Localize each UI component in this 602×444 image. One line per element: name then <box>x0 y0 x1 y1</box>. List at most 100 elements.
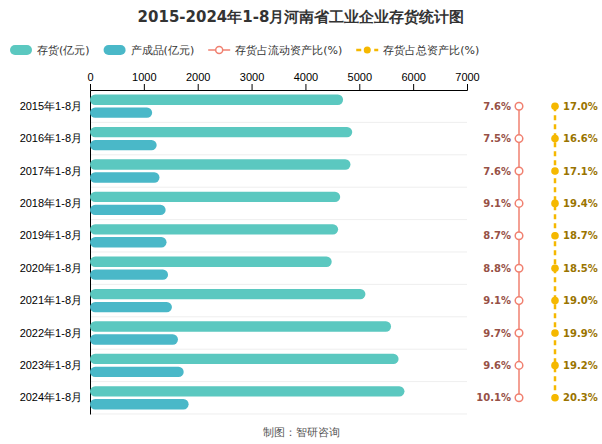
y-tick-label: 2019年1-8月 <box>20 229 82 241</box>
data-label: 10.1% <box>476 392 511 403</box>
x-tick-line <box>252 84 253 90</box>
bar <box>90 386 404 396</box>
y-tick-label: 2017年1-8月 <box>20 165 82 177</box>
percent-marker <box>515 264 523 272</box>
percent-marker <box>515 329 523 337</box>
x-tick-line <box>144 84 145 90</box>
legend-swatch <box>10 45 32 55</box>
percent-marker <box>551 394 559 402</box>
divider <box>90 414 467 415</box>
bar <box>90 367 184 377</box>
divider <box>90 316 467 317</box>
y-tick: 2020年1-8月 <box>20 262 90 274</box>
legend-item: 存货占流动资产比(%) <box>208 44 342 57</box>
bar <box>90 399 189 409</box>
data-label: 8.7% <box>483 230 511 241</box>
data-label: 9.7% <box>483 328 511 339</box>
divider <box>90 252 467 253</box>
x-tick-label: 1000 <box>132 71 156 83</box>
x-tick-label: 0 <box>87 71 93 83</box>
y-axis-line <box>90 91 91 415</box>
bar <box>90 95 343 105</box>
x-tick-label: 5000 <box>348 71 372 83</box>
legend-swatch-marker <box>216 47 223 54</box>
y-tick: 2018年1-8月 <box>20 197 90 209</box>
data-label: 19.4% <box>563 198 598 209</box>
percent-marker <box>551 102 559 110</box>
divider <box>90 187 467 188</box>
legend-label: 存货占总资产比(%) <box>383 44 479 57</box>
x-tick-line <box>467 84 468 90</box>
y-tick-label: 2023年1-8月 <box>20 359 82 371</box>
data-label: 16.6% <box>563 133 598 144</box>
legend-item: 存货(亿元) <box>10 44 90 57</box>
y-tick: 2019年1-8月 <box>20 229 90 241</box>
y-tick: 2021年1-8月 <box>20 294 90 306</box>
data-label: 9.1% <box>483 295 511 306</box>
dividers <box>90 122 467 414</box>
y-tick-label: 2022年1-8月 <box>20 327 82 339</box>
bar <box>90 334 178 344</box>
bar <box>90 302 172 312</box>
bar <box>90 192 340 202</box>
percent-marker <box>515 232 523 240</box>
data-label: 19.2% <box>563 360 598 371</box>
divider <box>90 219 467 220</box>
percent-marker <box>515 362 523 370</box>
x-tick: 1000 <box>132 71 156 90</box>
bar <box>90 224 338 234</box>
percent-marker <box>551 264 559 272</box>
data-label: 7.5% <box>483 133 511 144</box>
bar <box>90 159 350 169</box>
percent-marker <box>515 297 523 305</box>
bars <box>90 95 404 410</box>
legend-label: 产成品(亿元) <box>131 44 195 57</box>
divider <box>90 284 467 285</box>
bar <box>90 205 166 215</box>
bar <box>90 127 352 137</box>
data-label: 17.0% <box>563 101 598 112</box>
bar <box>90 354 399 364</box>
percent-marker <box>551 200 559 208</box>
bar <box>90 237 167 247</box>
data-label: 20.3% <box>563 392 598 403</box>
y-tick-label: 2016年1-8月 <box>20 132 82 144</box>
data-label: 9.1% <box>483 198 511 209</box>
x-tick-label: 4000 <box>294 71 318 83</box>
x-tick-label: 3000 <box>240 71 264 83</box>
x-tick-line <box>359 84 360 90</box>
bar <box>90 172 159 182</box>
percent-connector <box>554 106 557 398</box>
title: 2015-2024年1-8月河南省工业企业存货统计图 <box>138 8 465 26</box>
percent-marker <box>515 394 523 402</box>
x-axis-line <box>91 84 468 91</box>
data-label: 17.1% <box>563 166 598 177</box>
data-label: 18.7% <box>563 230 598 241</box>
y-tick: 2017年1-8月 <box>20 165 90 177</box>
legend-item: 存货占总资产比(%) <box>356 44 479 57</box>
x-axis: 0 1000 2000 3000 4000 5000 6000 7000 <box>87 71 479 91</box>
legend-label: 存货占流动资产比(%) <box>235 44 342 57</box>
divider <box>90 349 467 350</box>
x-tick-label: 7000 <box>455 71 479 83</box>
x-tick-line <box>90 84 91 90</box>
y-tick-label: 2018年1-8月 <box>20 197 82 209</box>
x-tick-label: 2000 <box>186 71 210 83</box>
x-tick: 5000 <box>348 71 372 90</box>
y-tick: 2023年1-8月 <box>20 359 90 371</box>
bar <box>90 257 332 267</box>
divider <box>90 154 467 155</box>
legend-item: 产成品(亿元) <box>104 44 195 57</box>
y-tick-label: 2020年1-8月 <box>20 262 82 274</box>
y-tick: 2015年1-8月 <box>20 100 90 112</box>
percent-marker <box>515 167 523 175</box>
percent-marker <box>515 135 523 143</box>
x-tick-line <box>198 84 199 90</box>
y-tick: 2016年1-8月 <box>20 132 90 144</box>
x-tick-label: 6000 <box>401 71 425 83</box>
x-tick: 2000 <box>186 71 210 90</box>
data-label: 8.8% <box>483 263 511 274</box>
data-label: 18.5% <box>563 263 598 274</box>
x-tick-line <box>305 84 306 90</box>
x-tick-line <box>413 84 414 90</box>
